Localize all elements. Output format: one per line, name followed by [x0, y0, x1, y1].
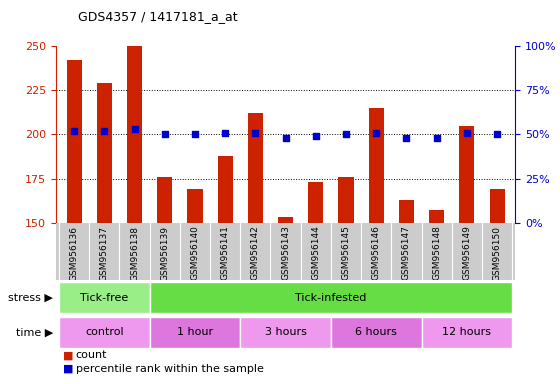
Bar	[240, 316, 331, 348]
Text: GSM956138: GSM956138	[130, 226, 139, 281]
Bar	[150, 282, 512, 313]
Point	[69, 128, 78, 134]
Text: count: count	[76, 350, 107, 360]
Text: GSM956145: GSM956145	[342, 226, 351, 280]
Text: GSM956137: GSM956137	[100, 226, 109, 281]
Text: GSM956146: GSM956146	[372, 226, 381, 280]
Text: percentile rank within the sample: percentile rank within the sample	[76, 364, 263, 374]
Bar	[399, 200, 414, 223]
Point	[372, 129, 381, 136]
Text: GSM956143: GSM956143	[281, 226, 290, 280]
Bar	[459, 126, 474, 223]
Text: GSM956139: GSM956139	[160, 226, 169, 281]
Text: GDS4357 / 1417181_a_at: GDS4357 / 1417181_a_at	[78, 10, 238, 23]
Text: GSM956148: GSM956148	[432, 226, 441, 280]
Bar	[368, 108, 384, 223]
Bar	[278, 217, 293, 223]
Point	[100, 128, 109, 134]
Text: Tick-free: Tick-free	[80, 293, 128, 303]
Text: 3 hours: 3 hours	[265, 327, 306, 337]
Text: GSM956141: GSM956141	[221, 226, 230, 280]
Point	[432, 135, 441, 141]
Bar	[67, 60, 82, 223]
Bar	[97, 83, 112, 223]
Bar	[150, 316, 240, 348]
Point	[311, 133, 320, 139]
Point	[493, 131, 502, 137]
Text: ■: ■	[63, 364, 73, 374]
Text: GSM956142: GSM956142	[251, 226, 260, 280]
Text: GSM956149: GSM956149	[463, 226, 472, 280]
Bar	[489, 189, 505, 223]
Point	[221, 129, 230, 136]
Text: GSM956140: GSM956140	[190, 226, 199, 280]
Text: time ▶: time ▶	[16, 327, 53, 337]
Bar	[331, 316, 422, 348]
Bar	[248, 113, 263, 223]
Text: 1 hour: 1 hour	[177, 327, 213, 337]
Text: control: control	[85, 327, 124, 337]
Point	[342, 131, 351, 137]
Text: 12 hours: 12 hours	[442, 327, 491, 337]
Bar	[127, 46, 142, 223]
Point	[160, 131, 169, 137]
Bar	[59, 282, 150, 313]
Bar	[59, 316, 150, 348]
Point	[281, 135, 290, 141]
Bar	[188, 189, 203, 223]
Text: stress ▶: stress ▶	[8, 293, 53, 303]
Bar	[308, 182, 323, 223]
Bar	[429, 210, 444, 223]
Text: GSM956136: GSM956136	[69, 226, 78, 281]
Bar	[422, 316, 512, 348]
Point	[130, 126, 139, 132]
Point	[402, 135, 411, 141]
Bar	[338, 177, 353, 223]
Text: GSM956144: GSM956144	[311, 226, 320, 280]
Text: GSM956147: GSM956147	[402, 226, 411, 280]
Text: ■: ■	[63, 350, 73, 360]
Text: 6 hours: 6 hours	[355, 327, 397, 337]
Point	[190, 131, 199, 137]
Bar	[218, 156, 233, 223]
Text: Tick-infested: Tick-infested	[295, 293, 367, 303]
Point	[463, 129, 472, 136]
Bar	[157, 177, 172, 223]
Text: GSM956150: GSM956150	[493, 226, 502, 281]
Point	[251, 129, 260, 136]
